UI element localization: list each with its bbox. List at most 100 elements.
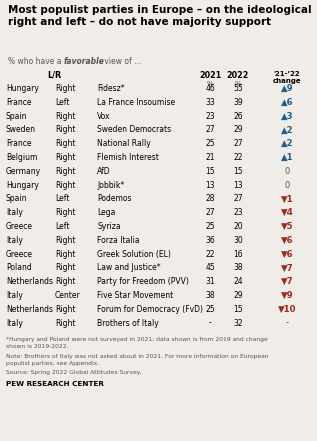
Text: '21-’22
change: '21-’22 change [273,71,301,84]
Text: 0: 0 [284,181,290,190]
Text: Podemos: Podemos [97,194,132,203]
Text: 29: 29 [233,125,243,135]
Text: Center: Center [55,291,81,300]
Text: -: - [286,318,288,328]
Text: National Rally: National Rally [97,139,151,148]
Text: ▼9: ▼9 [281,291,293,300]
Text: Italy: Italy [6,236,23,245]
Text: 25: 25 [205,305,215,314]
Text: ▲9: ▲9 [281,84,293,93]
Text: 21: 21 [205,153,215,162]
Text: 15: 15 [233,167,243,176]
Text: Right: Right [55,250,75,258]
Text: 25: 25 [205,222,215,231]
Text: Right: Right [55,318,75,328]
Text: ▼7: ▼7 [281,277,293,286]
Text: 33: 33 [205,98,215,107]
Text: ▼5: ▼5 [281,222,293,231]
Text: 23: 23 [205,112,215,120]
Text: Source: Spring 2022 Global Attitudes Survey.: Source: Spring 2022 Global Attitudes Sur… [6,370,141,375]
Text: Sweden Democrats: Sweden Democrats [97,125,171,135]
Text: %: % [207,81,213,87]
Text: ▼7: ▼7 [281,263,293,273]
Text: Right: Right [55,112,75,120]
Text: Fidesz*: Fidesz* [97,84,125,93]
Text: Greece: Greece [6,250,33,258]
Text: Syriza: Syriza [97,222,121,231]
Text: Left: Left [55,222,69,231]
Text: 27: 27 [205,208,215,217]
Text: 22: 22 [205,250,215,258]
Text: 27: 27 [233,139,243,148]
Text: 15: 15 [205,167,215,176]
Text: Left: Left [55,98,69,107]
Text: Right: Right [55,305,75,314]
Text: Netherlands: Netherlands [6,277,53,286]
Text: ▼6: ▼6 [281,250,293,258]
Text: Sweden: Sweden [6,125,36,135]
Text: ▲1: ▲1 [281,153,293,162]
Text: 13: 13 [233,181,243,190]
Text: 27: 27 [233,194,243,203]
Text: Spain: Spain [6,194,28,203]
Text: Right: Right [55,153,75,162]
Text: 22: 22 [233,153,243,162]
Text: ▼10: ▼10 [278,305,296,314]
Text: 31: 31 [205,277,215,286]
Text: Vox: Vox [97,112,111,120]
Text: 38: 38 [233,263,243,273]
Text: 38: 38 [205,291,215,300]
Text: Most populist parties in Europe – on the ideological
right and left – do not hav: Most populist parties in Europe – on the… [8,5,312,27]
Text: 20: 20 [233,222,243,231]
Text: ▼6: ▼6 [281,236,293,245]
Text: Right: Right [55,277,75,286]
Text: ▲2: ▲2 [281,139,293,148]
Text: 24: 24 [233,277,243,286]
Text: 0: 0 [284,167,290,176]
Text: Right: Right [55,181,75,190]
Text: Germany: Germany [6,167,41,176]
Text: Forza Italia: Forza Italia [97,236,139,245]
Text: 23: 23 [233,208,243,217]
Text: 29: 29 [233,291,243,300]
Text: Right: Right [55,84,75,93]
Text: Belgium: Belgium [6,153,37,162]
Text: 2022: 2022 [227,71,249,80]
Text: Greece: Greece [6,222,33,231]
Text: 28: 28 [205,194,215,203]
Text: 45: 45 [205,263,215,273]
Text: Netherlands: Netherlands [6,305,53,314]
Text: 2021: 2021 [199,71,221,80]
Text: Party for Freedom (PVV): Party for Freedom (PVV) [97,277,189,286]
Text: 46: 46 [205,84,215,93]
Text: 30: 30 [233,236,243,245]
Text: Forum for Democracy (FvD): Forum for Democracy (FvD) [97,305,203,314]
Text: Note: Brothers of Italy was not asked about in 2021. For more information on Eur: Note: Brothers of Italy was not asked ab… [6,355,268,366]
Text: Spain: Spain [6,112,28,120]
Text: % who have a: % who have a [8,57,64,66]
Text: favorable: favorable [64,57,105,66]
Text: Left: Left [55,194,69,203]
Text: Italy: Italy [6,208,23,217]
Text: -: - [209,318,211,328]
Text: ▲3: ▲3 [281,112,293,120]
Text: Right: Right [55,167,75,176]
Text: Law and Justice*: Law and Justice* [97,263,161,273]
Text: Five Star Movement: Five Star Movement [97,291,173,300]
Text: Greek Solution (EL): Greek Solution (EL) [97,250,171,258]
Text: Flemish Interest: Flemish Interest [97,153,159,162]
Text: 55: 55 [233,84,243,93]
Text: AfD: AfD [97,167,111,176]
Text: ▼1: ▼1 [281,194,293,203]
Text: Jobbik*: Jobbik* [97,181,124,190]
Text: %: % [235,81,242,87]
Text: PEW RESEARCH CENTER: PEW RESEARCH CENTER [6,381,104,387]
Text: Poland: Poland [6,263,32,273]
Text: 25: 25 [205,139,215,148]
Text: 27: 27 [205,125,215,135]
Text: Right: Right [55,139,75,148]
Text: Brothers of Italy: Brothers of Italy [97,318,159,328]
Text: 16: 16 [233,250,243,258]
Text: Italy: Italy [6,318,23,328]
Text: La France Insoumise: La France Insoumise [97,98,175,107]
